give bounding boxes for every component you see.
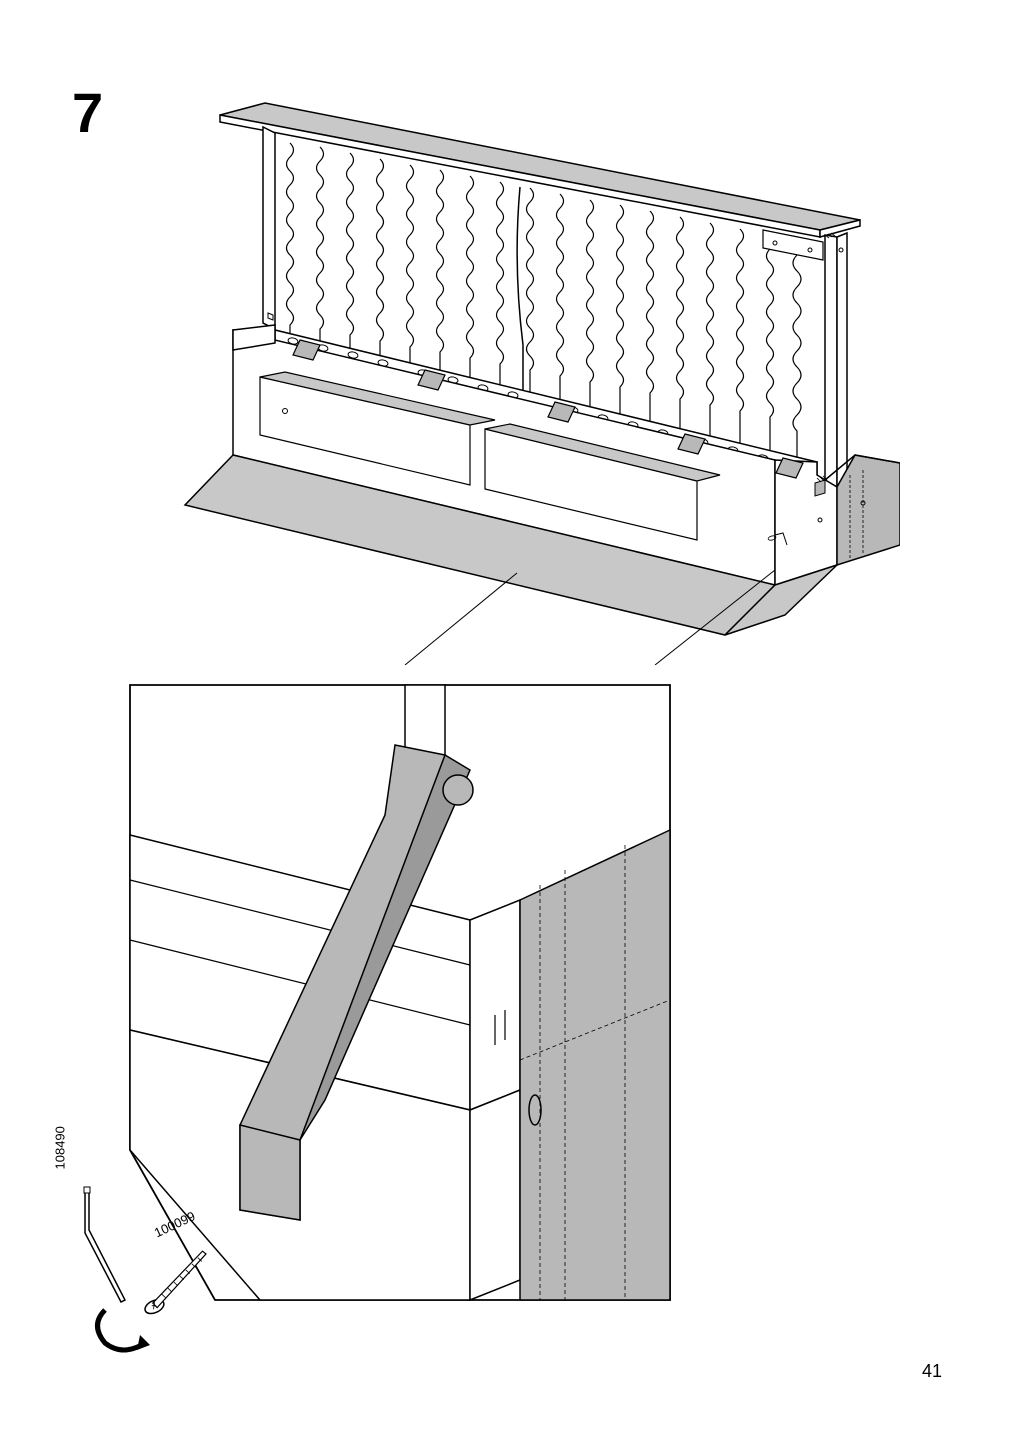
- page-number: 41: [922, 1361, 942, 1382]
- tool-fastener-diagram: [55, 1185, 235, 1365]
- page-container: 7: [0, 0, 1012, 1432]
- allen-key-part-number: 108490: [53, 1126, 68, 1169]
- step-number: 7: [72, 80, 103, 145]
- main-assembly-diagram: [125, 85, 900, 665]
- detail-closeup-diagram: [125, 680, 875, 1320]
